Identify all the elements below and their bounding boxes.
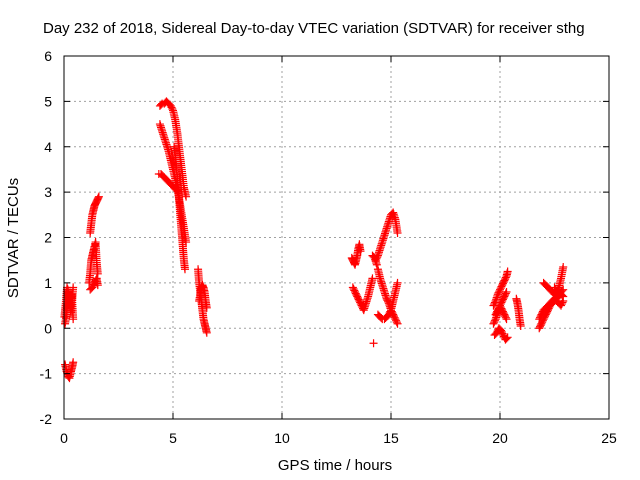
data-point [559,285,568,294]
y-axis-label: SDTVAR / TECUs [5,178,22,298]
data-point [69,358,78,367]
data-point [69,283,78,292]
x-tick-label: 25 [601,430,617,446]
data-point [501,289,510,298]
x-axis-label: GPS time / hours [278,457,392,474]
y-tick-label: 2 [44,230,52,246]
data-points [60,97,568,383]
data-point [182,192,191,201]
y-tick-label: 6 [44,48,52,64]
y-tick-label: -2 [40,411,53,427]
data-point [503,333,512,342]
chart-title: Day 232 of 2018, Sidereal Day-to-day VTE… [43,20,585,37]
data-point [168,104,177,113]
data-point [369,339,378,348]
y-tick-label: 4 [44,139,52,155]
y-tick-label: 3 [44,184,52,200]
data-point [157,100,166,109]
data-point [559,292,568,301]
data-point [558,291,567,300]
data-point [503,267,512,276]
data-point [559,262,568,271]
data-point [93,281,102,290]
grid [64,56,609,419]
x-tick-label: 5 [169,430,177,446]
y-tick-label: 1 [44,275,52,291]
data-point [558,298,567,307]
data-point [93,269,102,278]
data-point [501,313,510,322]
y-tick-label: 0 [44,320,52,336]
y-tick-label: 5 [44,93,52,109]
data-point [356,247,365,256]
x-tick-label: 20 [492,430,508,446]
x-tick-label: 10 [274,430,290,446]
y-tick-label: -1 [40,366,53,382]
data-point [393,228,402,237]
data-point [393,278,402,287]
x-tick-label: 15 [383,430,399,446]
x-axis-ticks: 0 5 10 15 20 25 [60,56,617,446]
data-point [393,319,402,328]
data-point [368,274,377,283]
data-point [202,303,211,312]
data-point [180,265,189,274]
data-point [502,287,511,296]
data-point [94,192,103,201]
data-point [392,318,401,327]
data-point [502,334,511,343]
data-point [202,328,211,337]
x-tick-label: 0 [60,430,68,446]
data-point [502,315,511,324]
data-point [372,260,381,269]
data-point [69,315,78,324]
y-axis-ticks: -2 -1 0 1 2 3 4 5 6 [40,48,609,427]
data-point [516,321,525,330]
